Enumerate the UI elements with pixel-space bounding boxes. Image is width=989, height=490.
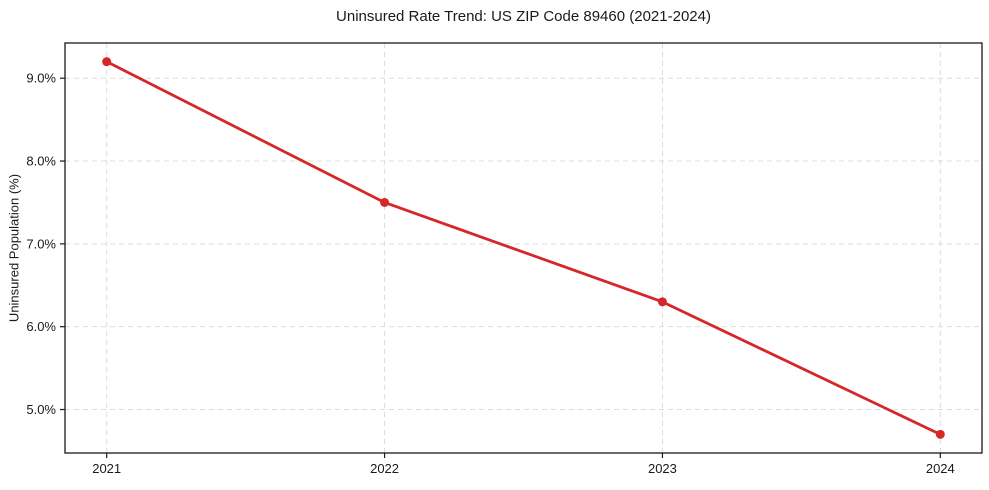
x-tick-label: 2022 [370, 461, 399, 476]
y-tick-label: 8.0% [26, 154, 56, 169]
y-tick-label: 7.0% [26, 236, 56, 251]
data-point[interactable] [380, 197, 390, 207]
y-tick-label: 5.0% [26, 402, 56, 417]
chart-title: Uninsured Rate Trend: US ZIP Code 89460 … [336, 8, 711, 25]
trend-line [105, 60, 942, 436]
data-point[interactable] [935, 429, 945, 439]
x-tick-label: 2024 [926, 461, 955, 476]
plot-frame [64, 42, 983, 454]
y-tick-label: 6.0% [26, 319, 56, 334]
x-tick-label: 2021 [92, 461, 121, 476]
data-point[interactable] [102, 57, 112, 67]
y-tick-label: 9.0% [26, 71, 56, 86]
data-point[interactable] [657, 297, 667, 307]
x-tick-label: 2023 [648, 461, 677, 476]
